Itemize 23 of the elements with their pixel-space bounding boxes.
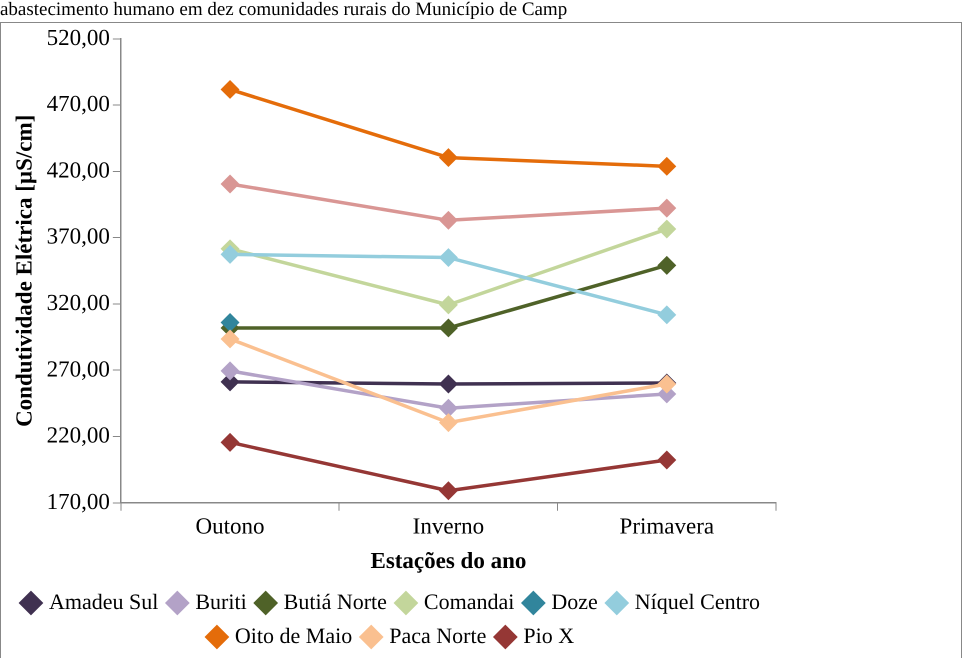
- x-tick-label: Inverno: [412, 514, 484, 539]
- y-tick-label: 320,00: [46, 290, 110, 315]
- legend-label: Amadeu Sul: [48, 588, 158, 614]
- x-tick-label: Primavera: [620, 514, 714, 539]
- y-tick-label: 270,00: [46, 356, 110, 382]
- legend-label: Oito de Maio: [234, 622, 352, 648]
- y-tick-label: 520,00: [46, 24, 110, 50]
- y-tick-label: 220,00: [46, 422, 110, 448]
- legend-label: Doze: [551, 588, 598, 614]
- y-tick-label: 370,00: [46, 224, 110, 249]
- legend-label: Pio X: [523, 622, 574, 648]
- legend-label: Paca Norte: [389, 622, 486, 648]
- y-axis-title: Condutividade Elétrica [µS/cm]: [12, 114, 37, 427]
- legend-label: Níquel Centro: [634, 588, 760, 614]
- legend-label: Butiá Norte: [284, 588, 387, 614]
- legend-label: Buriti: [195, 588, 247, 614]
- y-tick-label: 170,00: [46, 488, 110, 514]
- y-tick-label: 420,00: [46, 157, 110, 182]
- x-axis-title: Estações do ano: [370, 548, 526, 574]
- y-tick-label: 470,00: [46, 91, 110, 116]
- chart-title: abastecimento humano em dez comunidades rurais do Município de Camp: [0, 0, 568, 20]
- legend-label: Comandai: [424, 588, 514, 614]
- x-tick-label: Outono: [196, 514, 265, 539]
